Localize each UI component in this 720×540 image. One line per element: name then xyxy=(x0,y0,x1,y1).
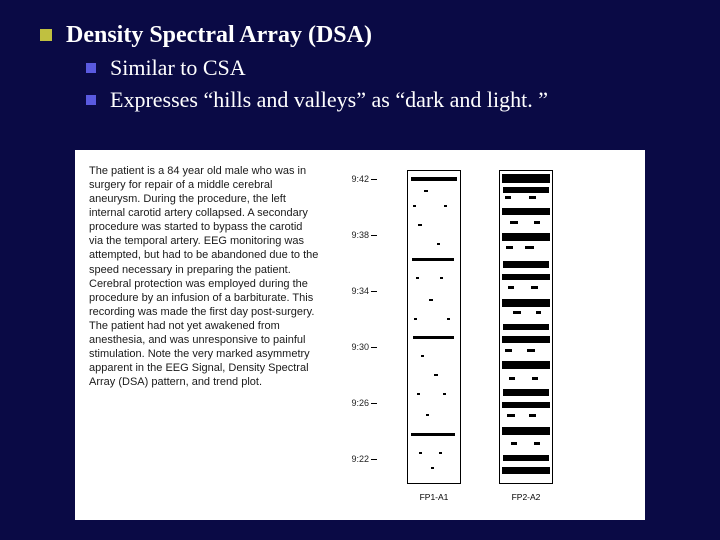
column-label-right: FP2-A2 xyxy=(496,492,556,502)
y-tick-label: 9:38 xyxy=(329,230,369,240)
bullet-level1: Density Spectral Array (DSA) xyxy=(40,22,680,49)
embedded-figure: The patient is a 84 year old male who wa… xyxy=(75,150,645,520)
y-tick-mark xyxy=(371,347,377,348)
square-bullet-icon xyxy=(86,63,96,73)
y-tick-label: 9:22 xyxy=(329,454,369,464)
dsa-column-right xyxy=(499,170,553,484)
slide-title: Density Spectral Array (DSA) xyxy=(66,22,372,49)
y-tick-label: 9:42 xyxy=(329,174,369,184)
bullet-text: Expresses “hills and valleys” as “dark a… xyxy=(110,87,548,113)
square-bullet-icon xyxy=(86,95,96,105)
y-tick-label: 9:26 xyxy=(329,398,369,408)
y-tick-mark xyxy=(371,179,377,180)
column-label-left: FP1-A1 xyxy=(404,492,464,502)
square-bullet-icon xyxy=(40,29,52,41)
y-tick-mark xyxy=(371,403,377,404)
case-description-text: The patient is a 84 year old male who wa… xyxy=(89,164,319,510)
slide: Density Spectral Array (DSA) Similar to … xyxy=(0,0,720,540)
y-tick-label: 9:30 xyxy=(329,342,369,352)
dsa-column-left xyxy=(407,170,461,484)
y-tick-mark xyxy=(371,235,377,236)
y-tick-mark xyxy=(371,291,377,292)
bullet-text: Similar to CSA xyxy=(110,55,246,81)
bullet-level2: Expresses “hills and valleys” as “dark a… xyxy=(86,87,680,113)
bullet-level2: Similar to CSA xyxy=(86,55,680,81)
y-tick-mark xyxy=(371,459,377,460)
y-tick-label: 9:34 xyxy=(329,286,369,296)
dsa-plot-area: 9:42 9:38 9:34 9:30 9:26 9:22 xyxy=(329,164,631,510)
